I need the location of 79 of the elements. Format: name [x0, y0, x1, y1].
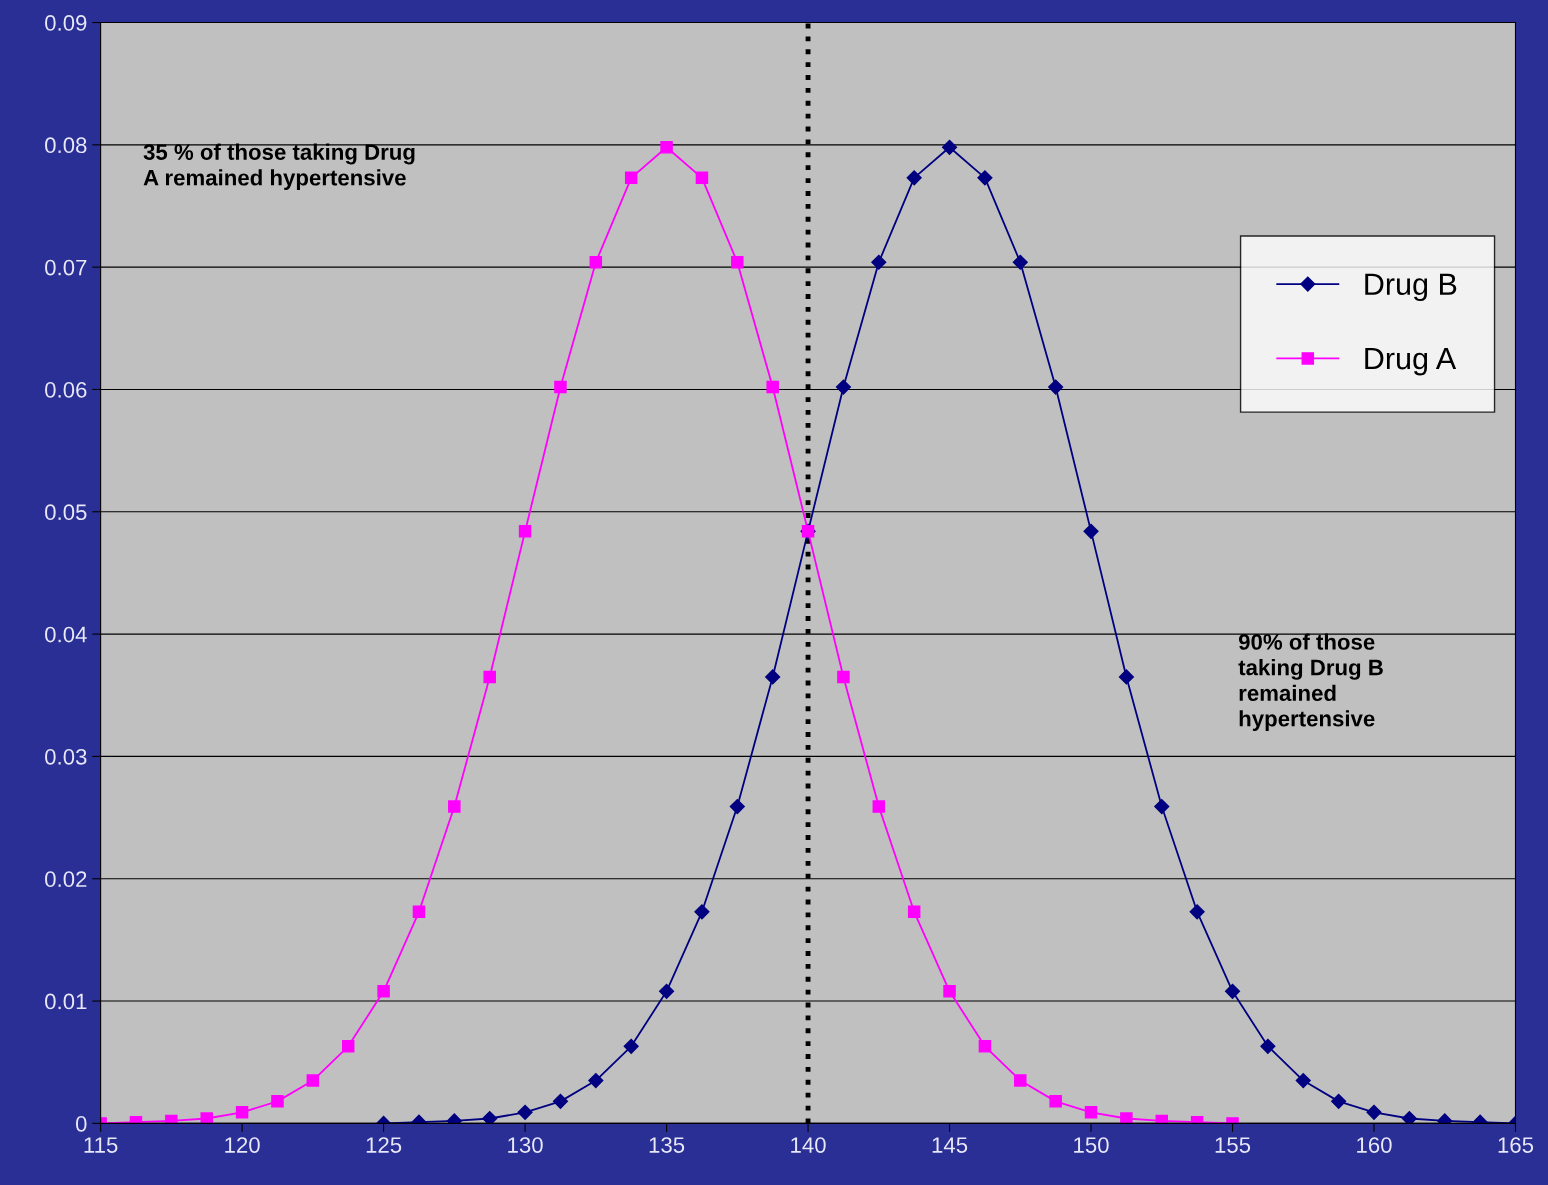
- x-tick-label: 115: [84, 1137, 118, 1153]
- y-tick-label: 0.03: [45, 748, 87, 765]
- point: [341, 1040, 355, 1053]
- point: [1120, 1112, 1133, 1124]
- point: [165, 1114, 178, 1124]
- point: [448, 800, 461, 813]
- point: [1366, 1104, 1382, 1120]
- x-tick-label: 160: [1357, 1137, 1392, 1153]
- point: [200, 1112, 213, 1124]
- point: [623, 1038, 639, 1054]
- point: [377, 985, 390, 998]
- point: [978, 1040, 992, 1053]
- point: [1014, 1074, 1027, 1087]
- point: [552, 1093, 569, 1109]
- point: [941, 139, 958, 155]
- x-tick-label: 155: [1215, 1137, 1251, 1153]
- point: [1083, 523, 1099, 539]
- point: [1331, 1093, 1347, 1109]
- y-tick-label: 0.02: [45, 871, 87, 888]
- point: [306, 1074, 320, 1087]
- x-tick-label: 130: [508, 1137, 543, 1153]
- annotation: 90% of those taking Drug B remained hypertensive: [1238, 633, 1383, 731]
- point: [412, 905, 426, 919]
- legend-label: Drug B: [1365, 273, 1457, 302]
- point: [624, 171, 638, 185]
- point: [1189, 904, 1205, 920]
- point: [517, 1104, 533, 1120]
- point: [907, 905, 921, 919]
- point: [943, 985, 956, 998]
- point: [1084, 1106, 1098, 1119]
- y-tick-label: 0.01: [45, 993, 87, 1010]
- point: [731, 256, 744, 269]
- y-tick-label: 0.04: [45, 626, 87, 643]
- point: [660, 141, 673, 154]
- point: [766, 380, 779, 394]
- y-tick-label: 0.07: [45, 259, 87, 276]
- y-tick-label: 0.05: [45, 504, 87, 521]
- point: [729, 799, 745, 815]
- point: [1049, 1095, 1062, 1108]
- point: [588, 1072, 604, 1089]
- point: [1118, 669, 1134, 685]
- point: [694, 904, 710, 920]
- x-tick-label: 165: [1498, 1137, 1534, 1153]
- point: [1012, 254, 1028, 270]
- x-tick-label: 145: [932, 1137, 968, 1153]
- x-tick-label: 140: [791, 1137, 826, 1153]
- point: [554, 380, 567, 394]
- point: [872, 800, 886, 813]
- annotation: 35 % of those taking Drug A remained hypertensive: [143, 143, 415, 190]
- point: [658, 983, 675, 999]
- point: [1295, 1072, 1311, 1089]
- point: [483, 670, 496, 684]
- y-tick-label: 0.08: [45, 137, 87, 154]
- point: [482, 1110, 498, 1124]
- point: [977, 170, 993, 186]
- point: [765, 669, 781, 685]
- point: [906, 170, 922, 186]
- point: [1154, 799, 1170, 815]
- point: [695, 171, 709, 185]
- point: [1260, 1038, 1276, 1054]
- point: [835, 379, 851, 395]
- point: [871, 254, 887, 270]
- y-tick-label: 0.09: [45, 15, 87, 31]
- y-tick-label: 0: [75, 1115, 87, 1132]
- legend-label: Drug A: [1365, 348, 1457, 376]
- x-tick-label: 125: [366, 1137, 402, 1153]
- point: [1155, 1114, 1169, 1124]
- x-tick-label: 135: [649, 1137, 685, 1153]
- y-tick-label: 0.06: [45, 382, 87, 398]
- point: [837, 670, 850, 684]
- point: [1048, 379, 1064, 395]
- x-tick-label: 120: [225, 1137, 260, 1153]
- point: [518, 525, 532, 538]
- point: [589, 256, 603, 269]
- point: [271, 1095, 284, 1108]
- point: [1224, 983, 1241, 999]
- point: [1401, 1110, 1417, 1124]
- x-tick-label: 150: [1074, 1137, 1109, 1153]
- point: [235, 1106, 249, 1119]
